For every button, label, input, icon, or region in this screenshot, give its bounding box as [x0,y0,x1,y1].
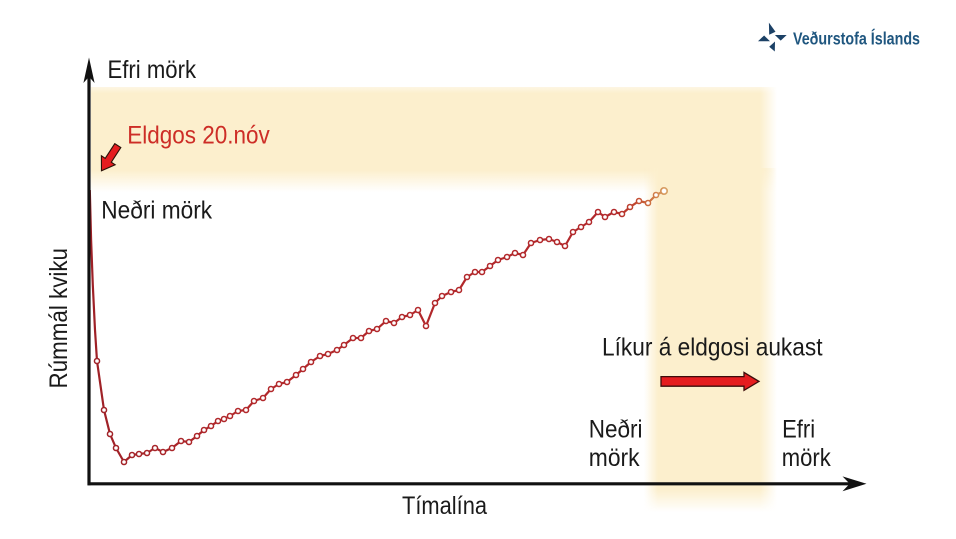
svg-text:Efri mörk: Efri mörk [108,56,197,84]
svg-text:mörk: mörk [589,444,640,472]
svg-text:Neðri mörk: Neðri mörk [101,197,212,225]
svg-text:Neðri: Neðri [589,416,643,444]
svg-text:mörk: mörk [782,444,831,472]
svg-text:Eldgos 20.nóv: Eldgos 20.nóv [127,122,270,150]
svg-text:Tímalína: Tímalína [402,492,487,520]
svg-text:Líkur á eldgosi aukast: Líkur á eldgosi aukast [602,333,823,361]
svg-text:Efri: Efri [782,416,815,444]
svg-text:Veðurstofa Íslands: Veðurstofa Íslands [793,29,920,49]
svg-text:Rúmmál kviku: Rúmmál kviku [45,248,73,389]
